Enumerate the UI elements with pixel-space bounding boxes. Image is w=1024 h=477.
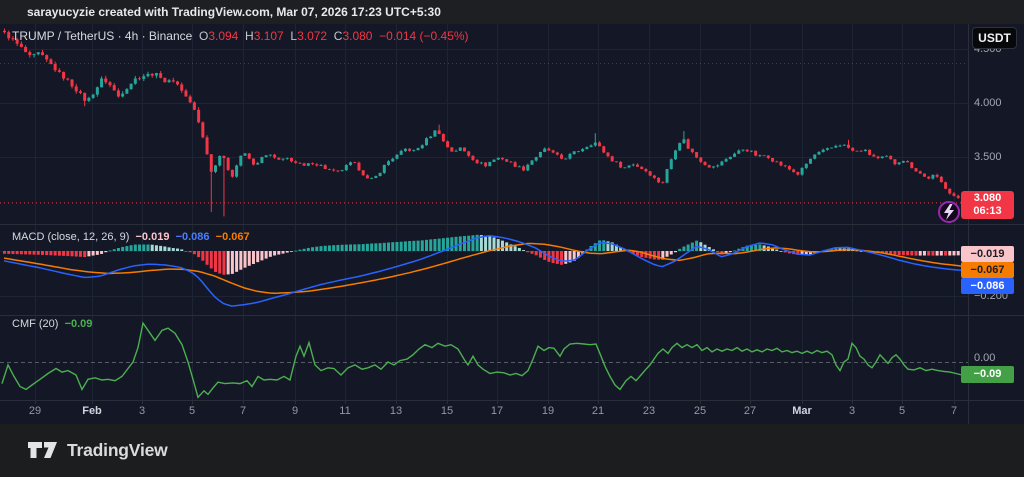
symbol-title[interactable]: TRUMP / TetherUS · 4h · Binance (12, 29, 193, 43)
macd-line-value: −0.086 (175, 231, 210, 243)
cmf-title[interactable]: CMF (20) (12, 318, 59, 330)
price-axis-label: 3.500 (974, 151, 1002, 163)
time-axis-label: Feb (82, 405, 102, 417)
currency-badge[interactable]: USDT (972, 27, 1017, 49)
attribution-text: sarayucyzie created with TradingView.com… (27, 5, 441, 19)
header-bar: sarayucyzie created with TradingView.com… (0, 0, 1024, 24)
time-axis-label: 27 (743, 405, 757, 417)
time-axis-label: Mar (792, 405, 812, 417)
time-axis-label: 5 (898, 405, 906, 417)
macd-main-line (3, 235, 962, 307)
macd-signal-value: −0.067 (215, 231, 250, 243)
tradingview-logo-icon (28, 442, 57, 458)
macd-title[interactable]: MACD (close, 12, 26, 9) (12, 231, 130, 243)
price-axis-label: 4.000 (974, 97, 1002, 109)
time-axis-label: 3 (848, 405, 856, 417)
cmf-value: −0.09 (64, 318, 93, 330)
time-axis-label: 25 (693, 405, 707, 417)
time-axis-label: 29 (28, 405, 42, 417)
ohlc-open-label: O (198, 29, 209, 43)
macd-lines (3, 235, 963, 307)
time-axis-label: 9 (291, 405, 299, 417)
time-axis-label: 7 (239, 405, 247, 417)
tradingview-logo[interactable]: TradingView (27, 438, 168, 463)
macd-hist-badge: −0.019 (961, 246, 1014, 262)
ohlc-close-label: C (333, 29, 343, 43)
last-price-value: 3.080 (973, 192, 1002, 204)
candlestick-series (3, 28, 964, 217)
macd-legend: MACD (close, 12, 26, 9) −0.019 −0.086 −0… (12, 231, 250, 243)
time-axis-label: 5 (188, 405, 196, 417)
time-axis-label: 19 (541, 405, 555, 417)
bar-countdown: 06:13 (973, 205, 1002, 217)
footer-bar: TradingView (0, 424, 1024, 477)
time-axis-label: 7 (950, 405, 958, 417)
grid (0, 24, 968, 400)
time-axis-label: 3 (138, 405, 146, 417)
ohlc-open-value: 3.094 (208, 29, 239, 43)
cmf-legend: CMF (20) −0.09 (12, 318, 92, 330)
ohlc-close-value: 3.080 (342, 29, 373, 43)
time-axis-label: 17 (490, 405, 504, 417)
price-chart[interactable] (0, 24, 1024, 424)
cmf-badge: −0.09 (961, 366, 1014, 383)
macd-hist-value: −0.019 (135, 231, 170, 243)
price-level-lines (0, 63, 968, 204)
time-axis-label: 15 (440, 405, 454, 417)
pane-separators (0, 24, 1024, 424)
cmf-line (1, 321, 963, 399)
ohlc-high-value: 3.107 (253, 29, 284, 43)
macd-signal-badge: −0.067 (961, 262, 1014, 278)
time-axis[interactable]: 29 Feb 3 5 7 9 11 13 15 17 19 21 23 25 27 Mar 3 5 7 (0, 400, 968, 424)
change-value: −0.014 (−0.45%) (379, 29, 469, 43)
last-price-badge: 3.080 06:13 (961, 191, 1014, 219)
time-axis-label: 21 (591, 405, 605, 417)
time-axis-label: 23 (642, 405, 656, 417)
ohlc-low-label: L (290, 29, 298, 43)
brand-name: TradingView (67, 440, 168, 460)
time-axis-label: 13 (389, 405, 403, 417)
macd-line-badge: −0.086 (961, 278, 1014, 294)
macd-signal-line (3, 242, 963, 294)
cmf-axis-zero-label: 0.00 (974, 352, 996, 364)
time-axis-label: 11 (339, 405, 351, 417)
ohlc-low-value: 3.072 (297, 29, 328, 43)
boost-icon[interactable] (938, 201, 960, 223)
symbol-legend: TRUMP / TetherUS · 4h · Binance O3.094 H… (12, 29, 469, 43)
ohlc-high-label: H (245, 29, 254, 43)
